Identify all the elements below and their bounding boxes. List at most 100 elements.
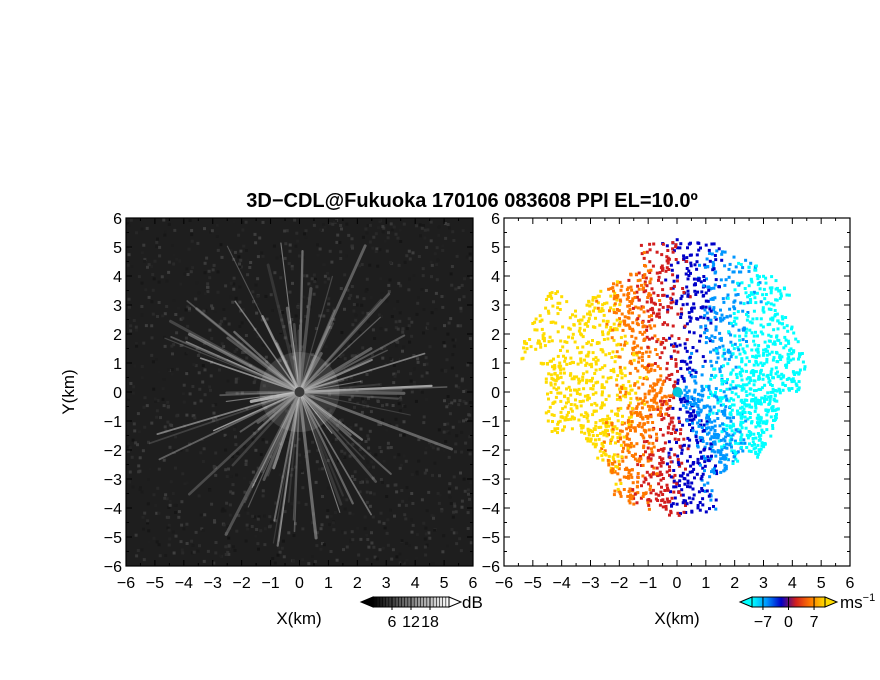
noise-pixel (452, 344, 456, 348)
noise-pixel (195, 260, 199, 264)
velocity-y-tick-label: 1 (491, 356, 500, 373)
velocity-pixel (554, 321, 558, 325)
noise-pixel (373, 337, 377, 340)
noise-pixel (326, 309, 330, 312)
velocity-pixel (563, 425, 566, 429)
velocity-pixel (721, 427, 725, 431)
noise-pixel (379, 327, 383, 330)
velocity-pixel (775, 351, 779, 355)
velocity-pixel (631, 494, 635, 498)
velocity-pixel (730, 438, 734, 442)
velocity-x-tick-label: −2 (610, 575, 628, 592)
velocity-pixel (622, 293, 626, 297)
velocity-pixel (649, 484, 652, 488)
noise-pixel (154, 399, 158, 403)
velocity-pixel (680, 461, 684, 465)
velocity-pixel (692, 409, 696, 413)
velocity-pixel (792, 331, 796, 335)
noise-pixel (425, 245, 429, 249)
noise-pixel (279, 254, 283, 258)
noise-pixel (469, 275, 473, 279)
intensity-y-tick-label: 5 (113, 240, 122, 257)
noise-pixel (203, 227, 206, 231)
velocity-pixel (710, 425, 714, 429)
velocity-pixel (618, 280, 622, 284)
noise-pixel (460, 379, 464, 383)
noise-pixel (283, 510, 287, 514)
velocity-pixel (637, 314, 641, 318)
intensity-ray (298, 380, 362, 393)
velocity-pixel (612, 297, 616, 301)
noise-pixel (343, 456, 347, 459)
noise-pixel (240, 321, 244, 325)
velocity-pixel (709, 390, 713, 394)
noise-pixel (252, 431, 256, 435)
velocity-pixel (642, 399, 646, 403)
velocity-pixel (696, 421, 700, 425)
velocity-pixel (690, 351, 694, 355)
velocity-pixel (594, 381, 598, 385)
velocity-pixel (719, 399, 723, 403)
velocity-pixel (585, 378, 589, 382)
velocity-pixel (703, 308, 707, 312)
velocity-pixel (611, 286, 615, 290)
velocity-pixel (706, 316, 710, 320)
velocity-pixel (615, 298, 619, 302)
noise-pixel (405, 558, 409, 562)
noise-pixel (233, 548, 237, 552)
velocity-pixel (653, 334, 657, 338)
noise-pixel (394, 483, 398, 487)
velocity-x-tick-label: 2 (730, 575, 739, 592)
noise-pixel (421, 224, 425, 228)
noise-pixel (455, 254, 459, 258)
noise-pixel (459, 471, 462, 475)
noise-pixel (399, 240, 403, 243)
velocity-pixel (639, 243, 643, 247)
noise-pixel (167, 543, 171, 547)
noise-pixel (329, 550, 333, 553)
velocity-pixel (734, 384, 738, 388)
velocity-pixel (653, 388, 657, 392)
velocity-pixel (773, 408, 777, 412)
velocity-pixel (674, 243, 678, 247)
velocity-pixel (641, 352, 645, 355)
velocity-pixel (682, 254, 686, 258)
noise-pixel (339, 257, 343, 260)
velocity-pixel (585, 381, 588, 385)
noise-pixel (142, 558, 146, 562)
velocity-pixel (640, 321, 644, 325)
velocity-pixel (703, 445, 707, 449)
intensity-ray (298, 347, 373, 394)
velocity-pixel (639, 457, 643, 461)
noise-pixel (302, 295, 306, 299)
velocity-pixel (540, 327, 544, 331)
velocity-pixel (784, 363, 788, 367)
noise-pixel (331, 222, 335, 226)
velocity-pixel (715, 472, 719, 476)
noise-pixel (213, 470, 217, 474)
velocity-pixel (619, 288, 623, 292)
velocity-pixel (585, 370, 589, 374)
noise-pixel (214, 473, 218, 477)
velocity-pixel (732, 300, 736, 304)
velocity-pixel (734, 392, 738, 396)
noise-pixel (126, 222, 130, 226)
velocity-pixel (711, 265, 715, 269)
velocity-pixel (692, 417, 696, 421)
noise-pixel (442, 430, 446, 434)
velocity-pixel (721, 354, 725, 358)
noise-pixel (393, 455, 397, 459)
noise-pixel (168, 537, 172, 541)
noise-pixel (203, 261, 207, 265)
noise-pixel (382, 226, 386, 230)
velocity-pixel (679, 367, 683, 371)
velocity-pixel (748, 387, 752, 391)
velocity-pixel (755, 355, 758, 359)
velocity-pixel (689, 464, 693, 468)
velocity-pixel (651, 453, 655, 457)
velocity-pixel (689, 412, 693, 416)
noise-pixel (398, 561, 402, 565)
noise-pixel (440, 509, 444, 513)
velocity-pixel (559, 399, 563, 403)
velocity-pixel (660, 268, 664, 272)
